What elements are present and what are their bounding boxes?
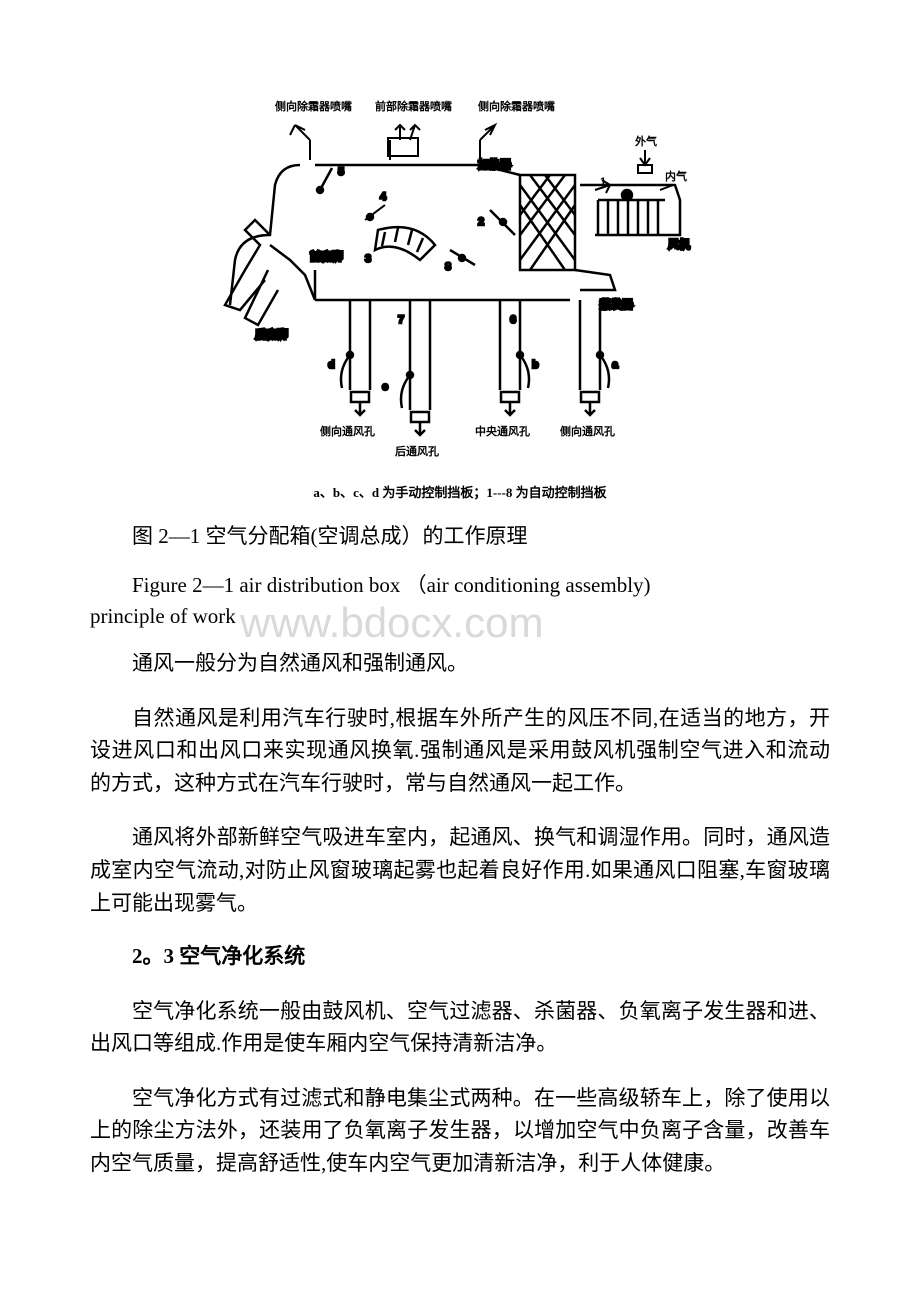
label-side-vent-right: 侧向通风孔 [560, 424, 615, 438]
label-top-right: 侧向除霜器喷嘴 [478, 99, 555, 113]
label-heater: 加热器 [477, 157, 512, 171]
watermark: www.bdocx.com [240, 594, 543, 653]
label-rear-vent: 后通风孔 [395, 444, 439, 458]
para-2: 自然通风是利用汽车行驶时,根据车外所产生的风压不同,在适当的地方，开设进风口和出… [90, 702, 830, 800]
label-rear-foot: 后底脚 [255, 327, 288, 341]
para-3: 通风将外部新鲜空气吸进车室内，起通风、换气和调湿作用。同时，通风造成室内空气流动… [90, 821, 830, 919]
figure-title-cn: 图 2—1 空气分配箱(空调总成）的工作原理 [90, 521, 830, 553]
section-heading: 2。3 空气净化系统 [90, 941, 830, 973]
label-front-foot: 前底脚 [310, 249, 343, 263]
letter-c: c [382, 381, 388, 393]
label-outside-air: 外气 [634, 134, 657, 148]
label-center-vent: 中央通风孔 [475, 424, 530, 438]
label-evaporator: 蒸发器 [600, 297, 634, 311]
num-4: 4 [380, 191, 387, 203]
label-fan: 风机 [668, 237, 690, 251]
num-5: 5 [338, 166, 344, 178]
air-distribution-diagram: 侧向除霜器喷嘴 前部除霜器喷嘴 侧向除霜器喷嘴 外气 内气 1 加热器 [220, 90, 700, 470]
para-4: 空气净化系统一般由鼓风机、空气过滤器、杀菌器、负氧离子发生器和进、出风口等组成.… [90, 995, 830, 1060]
label-side-vent-left: 侧向通风孔 [320, 424, 375, 438]
para-5: 空气净化方式有过滤式和静电集尘式两种。在一些高级轿车上，除了使用以上的除尘方法外… [90, 1082, 830, 1180]
num-2: 2 [478, 216, 484, 228]
label-top-center: 前部除霜器喷嘴 [375, 99, 452, 113]
label-inside-air: 内气 [665, 169, 687, 183]
num-7: 7 [398, 314, 404, 326]
diagram-caption: a、b、c、d 为手动控制挡板；1---8 为自动控制挡板 [220, 482, 700, 501]
letter-d: d [328, 359, 335, 371]
watermark-line: www.bdocx.com principle of work [90, 602, 830, 631]
figure-title-en-line2: principle of work [90, 604, 236, 628]
num-3: 3 [365, 253, 371, 265]
label-top-left: 侧向除霜器喷嘴 [275, 99, 352, 113]
num-6: 6 [510, 314, 516, 326]
num-8: 8 [445, 261, 451, 273]
diagram-container: 侧向除霜器喷嘴 前部除霜器喷嘴 侧向除霜器喷嘴 外气 内气 1 加热器 [220, 90, 700, 501]
letter-b: b [532, 359, 539, 371]
letter-a: a [612, 359, 619, 371]
